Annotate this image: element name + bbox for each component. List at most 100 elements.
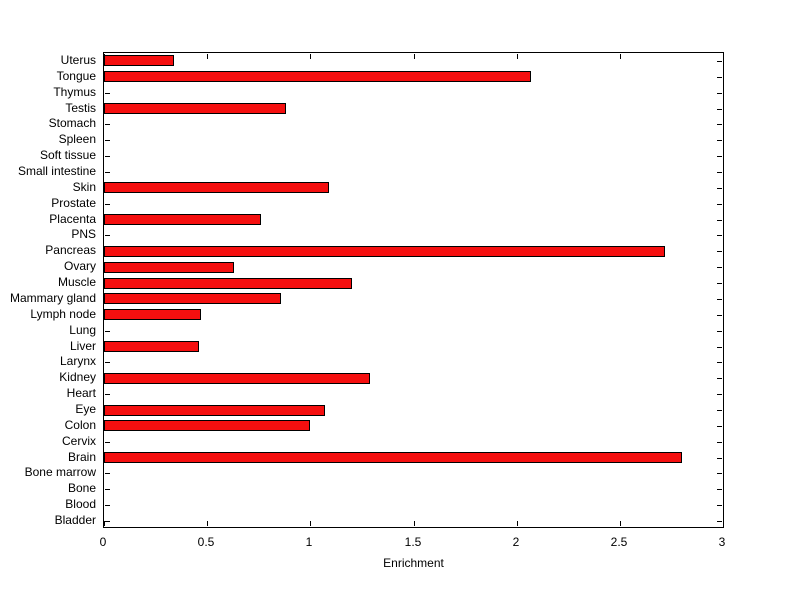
y-axis-tick [717,299,722,300]
y-tick-label: Heart [66,386,96,401]
y-tick-label: Larynx [59,354,96,369]
y-axis-tick [717,378,722,379]
y-tick-label: Lymph node [30,306,96,321]
x-tick-label: 0 [99,535,107,549]
x-axis-tick [414,521,415,526]
y-axis-tick [105,473,110,474]
y-axis-tick [717,251,722,252]
y-axis-tick [717,347,722,348]
x-tick-label: 0.5 [197,535,215,549]
y-axis-tick [105,93,110,94]
y-tick-label: Bladder [54,513,96,528]
x-axis-tick [723,521,724,526]
y-tick-label: Eye [75,402,96,416]
y-axis-tick [717,172,722,173]
bar [104,293,281,304]
y-tick-label: Small intestine [17,164,96,178]
y-axis-tick [717,442,722,443]
y-axis-tick [717,220,722,221]
y-tick-label: Ovary [63,259,96,274]
x-tick-label: 1 [305,535,313,549]
y-tick-label: Kidney [59,370,96,385]
y-axis-tick [717,188,722,189]
x-axis-tick [310,521,311,526]
x-tick-label: 3 [718,535,726,549]
y-tick-label: Pancreas [45,243,96,258]
y-tick-label: Liver [69,338,96,353]
y-tick-label: PNS [71,227,96,242]
y-axis-tick [105,505,110,506]
bar [104,278,352,289]
y-tick-label: Stomach [48,116,96,131]
y-axis-tick [105,331,110,332]
y-tick-label: Brain [67,449,96,464]
y-axis-tick [717,410,722,411]
y-tick-label: Skin [72,179,96,194]
y-tick-label: Tongue [56,68,96,83]
y-axis-tick [717,61,722,62]
y-axis-tick [717,426,722,427]
y-axis-tick [105,172,110,173]
y-tick-label: Testis [65,100,96,115]
x-axis-tick [207,521,208,526]
y-tick-label: Prostate [51,195,96,210]
y-axis-tick [717,156,722,157]
y-axis-tick [105,442,110,443]
y-axis-tick [105,124,110,125]
y-tick-label: Bone [67,481,96,496]
bar [104,420,310,431]
x-axis-label: Enrichment [383,556,444,570]
x-tick-label: 2.5 [610,535,628,549]
y-axis-tick [717,331,722,332]
y-axis-tick [717,489,722,490]
y-axis-tick [717,458,722,459]
x-axis-tick [414,54,415,59]
y-tick-label: Placenta [49,211,96,226]
y-axis-tick [105,204,110,205]
y-axis-tick [717,394,722,395]
bar [104,262,234,273]
y-axis-tick [717,140,722,141]
y-axis-tick [105,362,110,363]
y-axis-tick [717,283,722,284]
y-tick-label: Soft tissue [39,148,96,163]
x-tick-label: 2 [512,535,520,549]
x-axis-tick [620,521,621,526]
x-axis-tick [723,54,724,59]
y-tick-label: Blood [65,497,96,512]
y-tick-label: Spleen [58,132,96,147]
bar [104,452,682,463]
y-axis-tick [717,77,722,78]
bar [104,182,329,193]
x-axis-tick [104,521,105,526]
x-axis-tick [207,54,208,59]
y-axis-tick [717,362,722,363]
bar [104,55,174,66]
bar [104,103,286,114]
y-axis-tick [717,267,722,268]
y-axis-tick [717,315,722,316]
y-axis-tick [717,235,722,236]
y-axis-tick [717,473,722,474]
y-tick-label: Cervix [61,433,96,448]
bar [104,309,201,320]
y-axis-tick [105,521,110,522]
bar [104,71,531,82]
y-axis-tick [717,521,722,522]
x-axis-tick [517,521,518,526]
y-axis-tick [717,204,722,205]
y-tick-label: Muscle [57,275,96,290]
y-tick-label: Bone marrow [24,465,96,480]
x-tick-label: 1.5 [404,535,422,549]
x-axis-tick [310,54,311,59]
y-axis-tick [105,394,110,395]
y-axis-tick [717,109,722,110]
y-axis-tick [105,489,110,490]
y-axis-tick [717,124,722,125]
bar [104,373,370,384]
x-axis-tick [620,54,621,59]
bar [104,405,325,416]
y-axis-tick [105,140,110,141]
y-axis-tick [717,93,722,94]
